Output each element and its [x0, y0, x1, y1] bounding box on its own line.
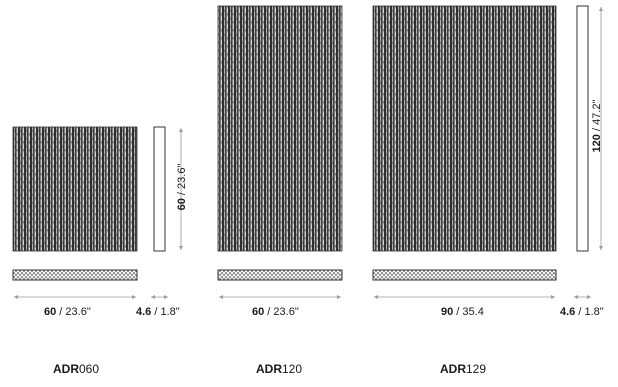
separator: / [56, 306, 66, 318]
adr129-width-cm: 90 [441, 306, 454, 318]
separator: / [453, 306, 463, 318]
adr120-width-in: 23.6" [273, 306, 299, 318]
adr129-height-cm: 120 [591, 134, 603, 153]
adr060-height-in: 23.6" [176, 163, 188, 189]
adr120-width-label: 60 / 23.6" [252, 306, 299, 318]
adr129-depth-cm: 4.6 [560, 306, 576, 318]
adr060-side-view [153, 126, 166, 252]
adr129-side-view [576, 5, 589, 252]
separator: / [151, 306, 161, 318]
adr129-width-label: 90 / 35.4 [441, 306, 484, 318]
adr060-height-label: 60 / 23.6" [176, 157, 188, 217]
separator: / [264, 306, 274, 318]
adr129-width-in: 35.4 [462, 306, 484, 318]
adr060-name-code: 060 [79, 362, 100, 376]
adr060-width-in: 23.6" [65, 306, 91, 318]
adr060-top-view [12, 269, 138, 281]
adr129-panel [372, 5, 557, 252]
separator: / [176, 188, 188, 199]
adr120-width-cm: 60 [252, 306, 265, 318]
adr060-width-cm: 60 [44, 306, 57, 318]
adr060-depth-label: 4.6 / 1.8" [136, 306, 180, 318]
adr120-name-prefix: ADR [256, 362, 282, 376]
adr129-name-prefix: ADR [440, 362, 466, 376]
adr060-name-prefix: ADR [53, 362, 79, 376]
adr060-depth-cm: 4.6 [136, 306, 152, 318]
separator: / [591, 124, 603, 135]
adr060-panel [12, 126, 138, 252]
adr129-height-in: 47.2" [591, 99, 603, 125]
adr129-depth-in: 1.8" [584, 306, 604, 318]
adr120-name-code: 120 [282, 362, 303, 376]
adr060-height-cm: 60 [176, 198, 188, 211]
adr129-name-code: 129 [466, 362, 487, 376]
adr120-top-view [217, 269, 343, 281]
adr129-name: ADR129 [440, 362, 486, 376]
adr129-depth-label: 4.6 / 1.8" [560, 306, 604, 318]
adr129-height-label: 120 / 47.2" [591, 91, 603, 161]
separator: / [575, 306, 585, 318]
adr120-name: ADR120 [256, 362, 302, 376]
adr129-top-view [372, 269, 557, 281]
adr120-panel [217, 5, 343, 252]
adr060-name: ADR060 [53, 362, 99, 376]
adr060-depth-in: 1.8" [160, 306, 180, 318]
adr060-width-label: 60 / 23.6" [44, 306, 91, 318]
